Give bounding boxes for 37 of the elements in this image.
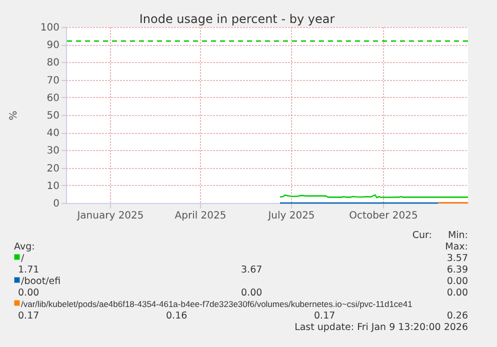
- text: 0.17: [18, 310, 40, 322]
- y-tick-label: 20: [46, 163, 60, 174]
- y-tick-label: 100: [40, 22, 60, 34]
- y-tick-label: 60: [46, 92, 60, 104]
- y-tick-label: 10: [46, 180, 60, 192]
- y-tick-label: 40: [46, 128, 60, 140]
- text: Avg:: [14, 242, 35, 252]
- x-tick-label: April 2025: [174, 210, 226, 222]
- text: 0.00: [446, 288, 468, 298]
- text: 0.17: [314, 310, 336, 322]
- text: Last update: Fri Jan 9 13:20:00 2026: [294, 322, 468, 333]
- y-tick-label: 80: [46, 58, 60, 69]
- text: Max:: [445, 242, 468, 252]
- legend-label: /boot/efi: [21, 276, 61, 287]
- legend-label: /var/lib/kubelet/pods/ae4b6f18-4354-461a-b4ee-f7de323e30f6/volumes/kubernetes.io~csi/pvc-11d1ce41: [21, 299, 413, 309]
- y-tick-label: 30: [46, 146, 60, 157]
- text: 0.00: [18, 288, 40, 298]
- text: Min:: [448, 230, 468, 241]
- x-tick-label: July 2025: [267, 210, 315, 222]
- text: 1.71: [18, 264, 40, 276]
- text: 3.57: [446, 253, 468, 264]
- chart-title: Inode usage in percent - by year: [139, 12, 335, 26]
- y-tick-label: 90: [46, 40, 60, 52]
- y-tick-label: 70: [46, 75, 60, 86]
- text: 3.67: [241, 264, 262, 276]
- text: 0.00: [241, 288, 262, 298]
- y-axis-title: %: [8, 110, 20, 120]
- text: 0.26: [446, 310, 468, 322]
- text: Cur:: [412, 230, 432, 241]
- x-tick-label: January 2025: [76, 210, 144, 222]
- y-tick-label: 0: [53, 198, 60, 210]
- legend-label: /: [21, 253, 25, 264]
- text: 6.39: [446, 264, 468, 276]
- text: 0.16: [166, 310, 188, 322]
- y-tick-label: 50: [46, 110, 60, 122]
- text: 0.00: [446, 276, 468, 287]
- x-tick-label: October 2025: [349, 210, 418, 222]
